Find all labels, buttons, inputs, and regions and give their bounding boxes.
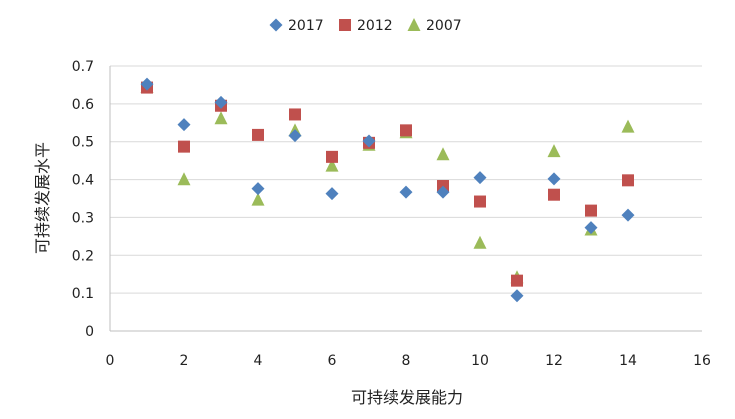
y-tick-label: 0.6 [72,97,94,113]
data-point-2017 [325,187,339,201]
y-tick-label: 0.1 [72,286,94,302]
data-point-2017 [214,95,228,109]
data-point-2012 [585,204,597,217]
x-tick-label: 14 [619,353,637,369]
data-point-2017 [362,134,376,148]
data-point-2017 [547,172,561,186]
data-points [140,77,635,303]
data-point-2012 [622,174,634,187]
data-point-2017 [584,221,598,235]
y-tick-labels: 0 0.1 0.2 0.3 0.4 0.5 0.6 0.7 [72,59,94,340]
legend-marker-2007 [407,18,421,31]
x-tick-label: 16 [693,353,711,369]
data-point-2007 [473,235,487,249]
x-tick-label: 10 [471,353,489,369]
data-point-2007 [251,192,265,206]
y-tick-label: 0.5 [72,135,94,151]
x-tick-label: 2 [180,353,189,369]
legend-marker-2012 [339,19,351,31]
data-point-2012 [400,124,412,137]
y-tick-label: 0 [85,324,94,340]
y-tick-label: 0.4 [72,173,94,189]
data-point-2012 [252,128,264,141]
data-point-2012 [289,108,301,121]
x-tick-labels: 0 2 4 6 8 10 12 14 16 [106,353,711,369]
data-point-2017 [436,185,450,199]
data-point-2017 [510,289,524,303]
data-point-2017 [473,171,487,185]
data-point-2017 [288,129,302,143]
y-axis-title: 可持续发展水平 [33,142,52,254]
x-tick-label: 0 [106,353,115,369]
data-point-2007 [325,158,339,172]
data-point-2007 [214,111,228,125]
x-tick-label: 4 [254,353,263,369]
data-point-2012 [511,274,523,287]
data-point-2017 [177,118,191,132]
y-tick-label: 0.7 [72,59,94,75]
data-point-2017 [140,77,154,91]
data-point-2017 [251,182,265,196]
data-point-2012 [178,140,190,153]
data-point-2007 [621,119,635,133]
legend-label-2007: 2007 [426,18,462,34]
data-point-2012 [474,195,486,208]
data-point-2012 [326,150,338,163]
grid-lines [110,65,702,294]
data-point-2017 [621,208,635,222]
x-tick-label: 12 [545,353,563,369]
x-tick-label: 6 [328,353,337,369]
x-tick-label: 8 [402,353,411,369]
data-point-2017 [399,185,413,199]
data-point-2012 [548,188,560,201]
legend: 2017 2012 2007 [269,18,462,34]
legend-label-2012: 2012 [357,18,393,34]
x-axis-title: 可持续发展能力 [351,388,463,407]
data-point-2007 [547,144,561,158]
axes [109,66,702,332]
legend-label-2017: 2017 [288,18,324,34]
y-tick-label: 0.2 [72,248,94,264]
legend-marker-2017 [269,18,283,32]
y-tick-label: 0.3 [72,210,94,226]
data-point-2007 [177,172,191,186]
data-point-2007 [436,147,450,161]
